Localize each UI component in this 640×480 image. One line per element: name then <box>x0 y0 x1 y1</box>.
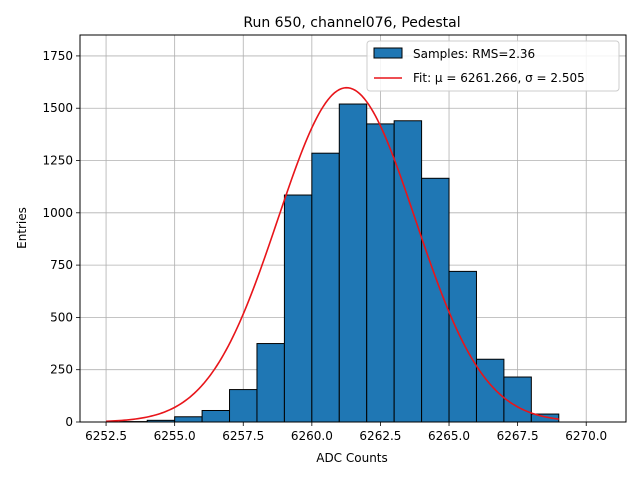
x-tick-label-5: 6265.0 <box>428 429 470 443</box>
histogram-bar-9 <box>366 123 395 423</box>
fit-curve <box>106 86 559 423</box>
x-tick-label-2: 6257.5 <box>222 429 264 443</box>
x-axis-label: ADC Counts <box>316 451 388 465</box>
y-tick-label-2: 500 <box>50 310 73 324</box>
histogram-bar-10 <box>393 120 423 423</box>
x-tick-label-3: 6260.0 <box>291 429 333 443</box>
x-axis-ticks: 6252.5 6255.0 6257.5 6260.0 6262.5 6265.0 6267… <box>85 422 607 443</box>
y-tick-label-6: 1500 <box>42 101 73 115</box>
histogram-bar-3 <box>201 409 231 423</box>
y-tick-label-5: 1250 <box>42 154 73 168</box>
histogram-bar-13 <box>475 358 505 423</box>
y-tick-label-1: 250 <box>50 363 73 377</box>
histogram-bar-4 <box>229 389 258 423</box>
fit-curve-group <box>106 86 559 423</box>
histogram-bar-8 <box>338 103 368 423</box>
y-tick-label-3: 750 <box>50 258 73 272</box>
legend-swatch-histogram <box>373 47 403 59</box>
y-tick-label-0: 0 <box>65 415 73 429</box>
y-tick-label-4: 1000 <box>42 206 73 220</box>
histogram-bars <box>119 103 560 423</box>
x-tick-label-4: 6262.5 <box>359 429 401 443</box>
legend-label-histogram: Samples: RMS=2.36 <box>413 47 535 61</box>
legend-box <box>366 40 620 92</box>
x-tick-label-0: 6252.5 <box>85 429 127 443</box>
histogram-bar-5 <box>256 343 285 423</box>
histogram-bar-14 <box>503 376 532 423</box>
y-axis-ticks: 0 250 500 750 1000 1250 1500 1750 <box>42 49 80 429</box>
histogram-bar-6 <box>283 194 313 423</box>
x-tick-label-6: 6267.5 <box>497 429 539 443</box>
histogram-bar-2 <box>174 416 203 423</box>
y-tick-label-7: 1750 <box>42 49 73 63</box>
x-tick-label-7: 6270.0 <box>565 429 607 443</box>
x-tick-label-1: 6255.0 <box>154 429 196 443</box>
y-axis-label: Entries <box>15 207 29 249</box>
chart-title: Run 650, channel076, Pedestal <box>243 15 460 31</box>
legend: Samples: RMS=2.36 Fit: μ = 6261.266, σ =… <box>366 40 620 92</box>
legend-label-fit: Fit: μ = 6261.266, σ = 2.505 <box>413 71 585 85</box>
plot-frame <box>79 34 627 423</box>
histogram-bar-12 <box>448 270 477 423</box>
histogram-bar-7 <box>311 152 340 423</box>
